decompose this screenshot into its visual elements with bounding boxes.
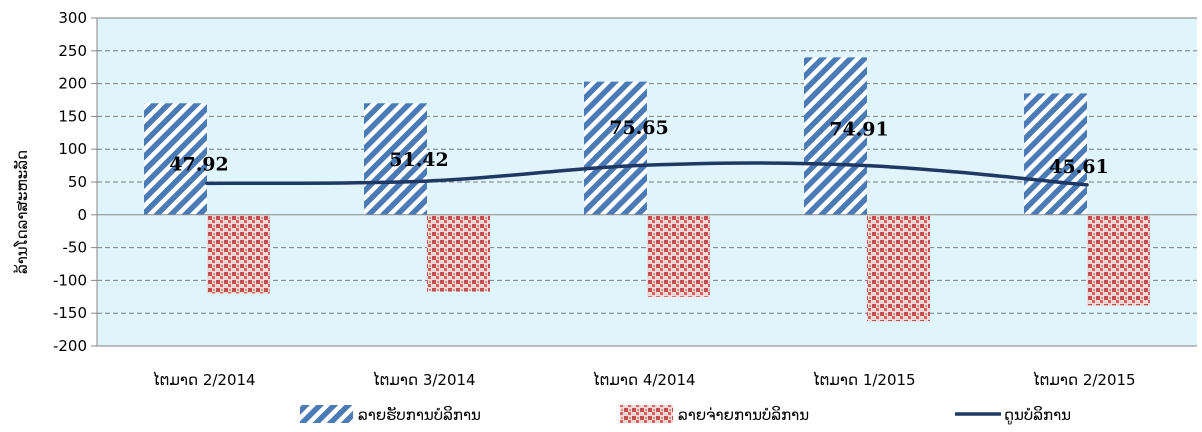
income-bar [144,103,207,215]
y-tick-label: 0 [77,206,87,224]
expense-bar [1087,214,1150,306]
y-tick-label: 300 [58,9,87,27]
legend-label-income: ລາຍຮັບການບໍລິການ [358,405,481,424]
legend-label-expense: ລາຍຈ່າຍການບໍລິການ [678,405,809,424]
expense-bar [867,214,930,322]
income-bar [584,81,647,215]
x-category-label: ໄຕມາດ 4/2014 [592,370,695,389]
y-tick-label: 200 [58,75,87,93]
legend-swatch-income [300,405,353,423]
balance-data-label: 75.65 [609,117,669,139]
y-tick-label: -50 [63,239,88,257]
y-tick-label: -200 [53,337,87,355]
expense-bar [647,214,710,297]
y-tick-label: 50 [68,173,87,191]
x-category-label: ໄຕມາດ 3/2014 [372,370,475,389]
y-axis-label: ລ້ານໂດລາສະຫະລັດ [12,150,31,274]
x-category-label: ໄຕມາດ 2/2015 [1032,370,1135,389]
balance-line [205,161,1089,187]
income-bar [364,103,427,215]
y-tick-label: 150 [58,107,87,125]
balance-data-label: 47.92 [169,153,229,175]
income-bar [1024,93,1087,215]
legend: ລາຍຮັບການບໍລິການ ລາຍຈ່າຍການບໍລິການ ດູນບໍລິ… [300,405,1071,425]
x-category-label: ໄຕມາດ 1/2015 [812,370,915,389]
balance-data-label: 74.91 [829,119,889,141]
balance-data-label: 45.61 [1049,156,1109,178]
y-tick-label: -100 [53,271,87,289]
expense-bar [207,214,270,294]
x-category-label: ໄຕມາດ 2/2014 [152,370,255,389]
legend-swatch-expense [620,405,673,423]
income-bar [804,57,867,215]
expense-bar [427,214,490,292]
legend-label-balance: ດູນບໍລິການ [1004,405,1071,425]
balance-data-label: 51.42 [389,149,449,171]
y-tick-label: 100 [58,140,87,158]
y-tick-label: -150 [53,304,87,322]
y-tick-label: 250 [58,42,87,60]
